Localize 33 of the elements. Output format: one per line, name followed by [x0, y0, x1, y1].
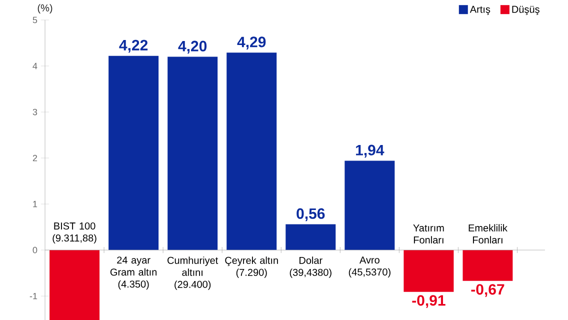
y-axis-title: (%) [38, 4, 52, 14]
bar [404, 250, 454, 292]
data-label: 0,56 [296, 208, 325, 222]
legend-label: Düşüş [512, 6, 540, 15]
y-tick-label: 0 [32, 246, 38, 254]
bar [226, 52, 277, 250]
bar [168, 56, 218, 250]
data-label: 1,94 [356, 144, 384, 158]
y-tick-label: 4 [32, 62, 38, 70]
x-tick-label: Emeklilik Fonları [468, 224, 508, 244]
y-tick-label: 5 [32, 16, 38, 24]
legend-label: Artış [470, 6, 490, 15]
data-label: -0,91 [412, 295, 446, 308]
data-label: 4,22 [119, 40, 148, 53]
y-tick-label: 1 [33, 200, 38, 208]
bar [50, 250, 100, 320]
y-tick-label: 2 [32, 154, 38, 162]
x-tick-label: Çeyrek altın (7.290) [225, 256, 278, 278]
y-tick-label: -1 [30, 292, 38, 300]
data-label: 4,20 [178, 40, 207, 54]
x-tick-label: 24 ayar Gram altın (4.350) [110, 256, 157, 290]
bar [462, 250, 513, 281]
data-label: -0,67 [471, 284, 504, 297]
bar [286, 224, 336, 250]
x-tick-label: BIST 100 (9.311,88) [52, 222, 96, 244]
y-tick-label: 3 [32, 108, 38, 116]
x-tick-label: Avro (45,5370) [348, 256, 390, 278]
x-tick-label: Cumhuriyet altını (29.400) [168, 256, 218, 290]
data-label: 4,29 [237, 36, 266, 50]
x-tick-label: Yatırım Fonları [413, 224, 444, 244]
bar [108, 56, 159, 250]
bar [344, 160, 395, 250]
x-tick-label: Dolar (39,4380) [290, 256, 332, 278]
